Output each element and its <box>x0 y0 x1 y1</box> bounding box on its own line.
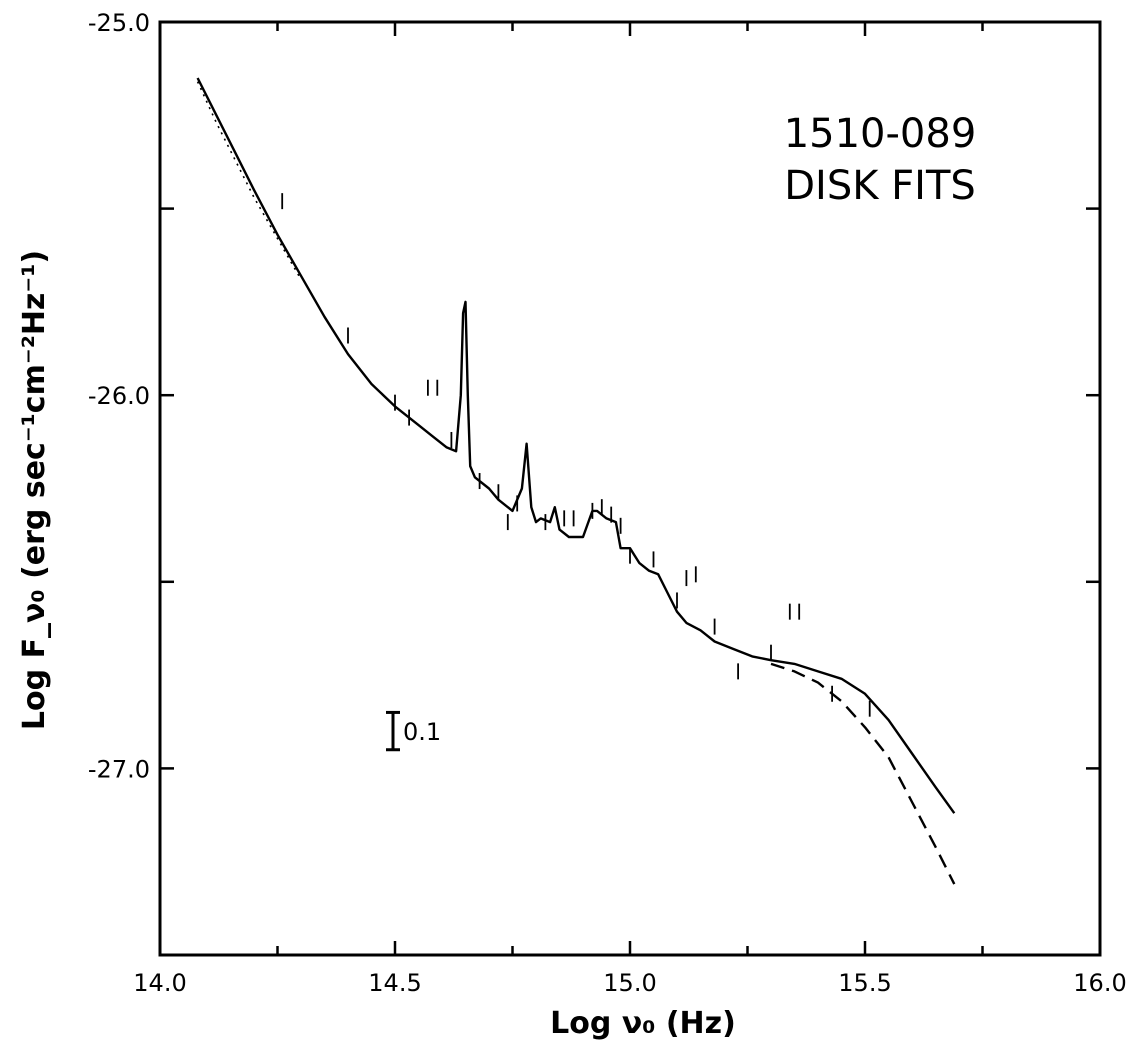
annotation-line-2: DISK FITS <box>784 163 976 209</box>
annotation-line-1: 1510-089 <box>784 111 977 157</box>
annotations: 1510-089 DISK FITS <box>784 111 977 209</box>
y-tick-label: -26.0 <box>88 382 150 410</box>
series-layer <box>196 77 956 885</box>
x-tick-label: 15.5 <box>838 969 891 997</box>
x-tick-label: 14.0 <box>133 969 186 997</box>
y-tick-label: -27.0 <box>88 755 150 783</box>
error-bar-scale: 0.1 <box>386 710 441 752</box>
x-tick-label: 14.5 <box>368 969 421 997</box>
series-line-solid <box>196 77 956 814</box>
y-tick-label: -25.0 <box>88 9 150 37</box>
x-axis-title: Log ν₀ (Hz) <box>550 1006 736 1041</box>
plot-frame <box>158 20 1102 957</box>
y-axis-title: Log F_ν₀ (erg sec⁻¹cm⁻²Hz⁻¹) <box>17 250 52 730</box>
axes: 14.0 14.5 15.0 15.5 16.0 -25.0 -26.0 -27.0 <box>88 9 1127 997</box>
error-bar-label: 0.1 <box>403 718 441 746</box>
x-tick-label: 16.0 <box>1073 969 1126 997</box>
series-line-dotted <box>196 81 302 280</box>
series-line-dashed <box>770 662 956 885</box>
data-points <box>281 193 871 717</box>
x-tick-label: 15.0 <box>603 969 656 997</box>
